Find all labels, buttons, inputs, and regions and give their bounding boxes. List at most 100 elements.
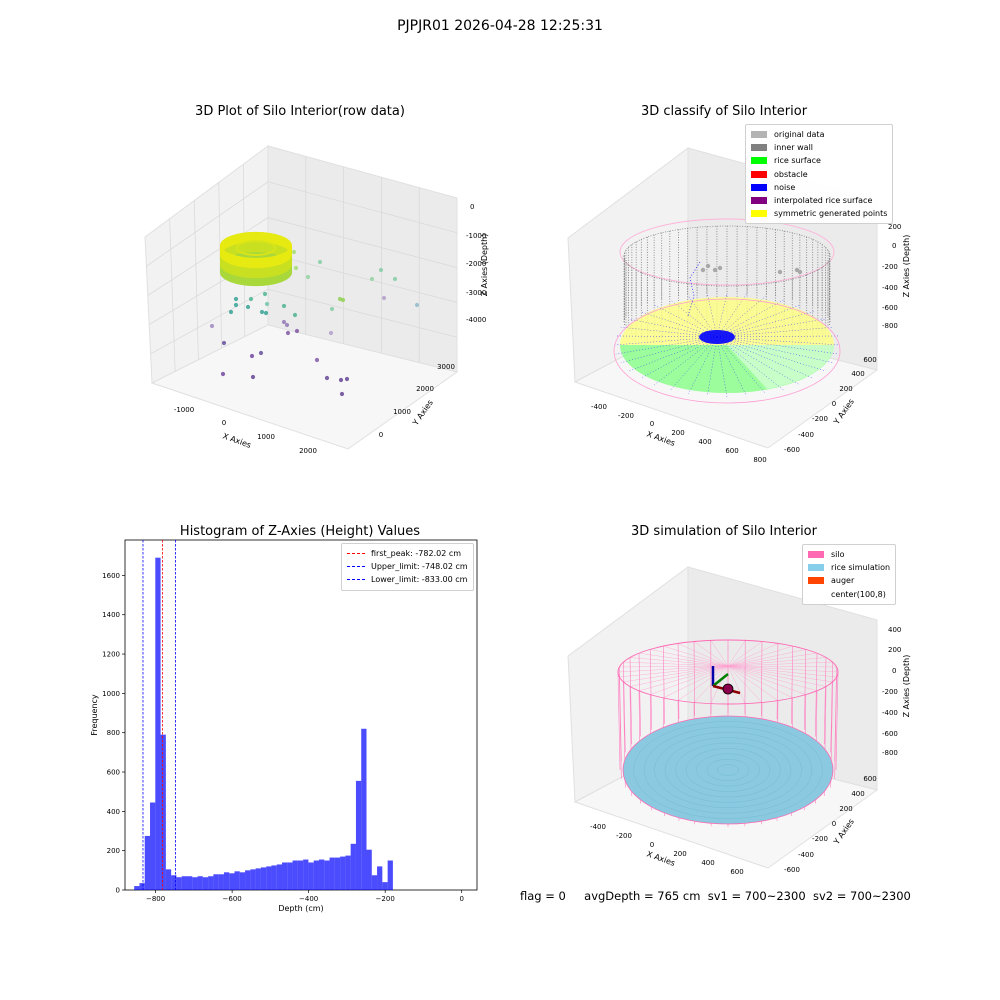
silo-roof-line [623, 661, 729, 667]
histogram-bar [303, 859, 309, 890]
silo-roof-line [727, 645, 793, 667]
auger-glyph [711, 666, 741, 695]
data-point [248, 296, 254, 302]
figure-title: PJPJR01 2026-04-28 12:25:31 [397, 18, 603, 34]
data-point [263, 310, 269, 316]
x-tick: -400 [590, 823, 606, 831]
z-tick: -4000 [466, 316, 486, 324]
legend-swatch [808, 577, 824, 585]
silo-roof-line [710, 640, 729, 667]
z-tick: -600 [882, 304, 898, 312]
y-tick-label: 1000 [102, 690, 120, 698]
silo-outline [613, 298, 841, 404]
histogram-bar [155, 557, 161, 890]
histogram-bar [350, 843, 356, 890]
data-point [317, 259, 323, 265]
histogram-bar [282, 862, 288, 890]
rice-mesh [633, 721, 823, 819]
histogram-bar [234, 871, 240, 890]
legend-entry: first_peak: -782.02 cm [347, 547, 468, 560]
data-point [284, 322, 290, 328]
silo-roof-line [638, 652, 729, 667]
histogram-bar [181, 876, 187, 890]
rice-simulation [622, 715, 834, 825]
histogram-bar [366, 849, 372, 890]
histogram-bar [171, 875, 177, 890]
silo-roof-line [727, 665, 793, 699]
x-tick: 0 [222, 419, 226, 427]
noise-ray [615, 335, 718, 338]
noise-ray [716, 336, 747, 397]
y-tick: 600 [863, 356, 876, 364]
y-tick-label: 0 [116, 887, 120, 895]
silo-roof-line [727, 640, 746, 667]
y-tick: 200 [839, 805, 852, 813]
noise-cluster [699, 330, 735, 344]
data-point [378, 267, 384, 273]
y-tick: -200 [812, 835, 828, 843]
noise-ray [716, 336, 728, 398]
raw-z-label: Z Axies (Depth) [480, 234, 489, 297]
data-point [339, 391, 345, 397]
classify-plot-title: 3D classify of Silo Interior [640, 104, 808, 119]
histogram-y-label: Frequency [90, 694, 99, 736]
symmetric-points [620, 297, 834, 345]
silo-roof-line [727, 665, 818, 692]
classify-z-label: Z Axies (Depth) [902, 235, 911, 298]
simulation-z-label: Z Axies (Depth) [902, 655, 911, 718]
noise-ray [716, 335, 839, 338]
histogram-bar [229, 873, 235, 890]
histogram-bar [223, 872, 230, 890]
silo-roof-line [710, 665, 729, 704]
legend-line [347, 566, 365, 568]
z-tick: -600 [882, 730, 898, 738]
silo-roof-line [727, 657, 827, 667]
legend-swatch [808, 564, 824, 572]
classify-y-ticks: -600 -400 -200 0 200 400 600 [784, 356, 877, 454]
noise-ray [716, 336, 814, 379]
rice-mesh [675, 742, 781, 798]
simulation-plot-title: 3D simulation of Silo Interior [631, 524, 817, 539]
rice-mesh [654, 732, 802, 808]
histogram-x-label: Depth (cm) [278, 904, 323, 913]
histogram-frame [124, 539, 478, 891]
raw-plot-title: 3D Plot of Silo Interior(row data) [195, 104, 405, 119]
scan-ring [219, 231, 293, 261]
histogram-bar [144, 835, 151, 890]
histogram-bar [139, 883, 145, 890]
legend-swatch [808, 590, 824, 598]
y-tick: 0 [379, 431, 383, 439]
data-point [258, 350, 264, 356]
data-point [259, 309, 265, 315]
silo-wall-line [835, 671, 839, 771]
silo-wall-line [677, 643, 680, 720]
rice-mesh [685, 748, 771, 792]
y-tick: 0 [832, 400, 836, 408]
silo-roof-line [727, 665, 806, 695]
y-tick: 1000 [393, 408, 411, 416]
silo-roof-line [727, 665, 779, 701]
silo-wall-line [629, 657, 633, 745]
histogram-bar [329, 857, 335, 890]
y-tick: 0 [832, 820, 836, 828]
histogram-bar [176, 877, 182, 890]
histogram-bar [208, 876, 214, 890]
raw-3d-box [144, 145, 459, 450]
y-tick: 400 [851, 370, 864, 378]
z-tick: -400 [882, 709, 898, 717]
silo-roof-line [727, 643, 779, 667]
x-tick: 400 [701, 859, 714, 867]
histogram-bar [318, 859, 325, 890]
original-data-point [777, 269, 783, 275]
silo-roof-line [727, 652, 818, 667]
raw-y-ticks: 0 1000 2000 3000 [379, 363, 455, 439]
simulation-x-label: X Axies [645, 849, 676, 868]
silo-roof-line [677, 643, 729, 667]
silo-wall-line [804, 649, 807, 730]
legend-entry: interpolated rice surface [751, 194, 887, 207]
silo-roof-line [727, 665, 833, 683]
data-point [392, 276, 398, 282]
y-tick-label: 800 [107, 729, 120, 737]
histogram-bar [361, 728, 367, 890]
histogram-legend: first_peak: -782.02 cm Upper_limit: -748… [341, 543, 474, 591]
